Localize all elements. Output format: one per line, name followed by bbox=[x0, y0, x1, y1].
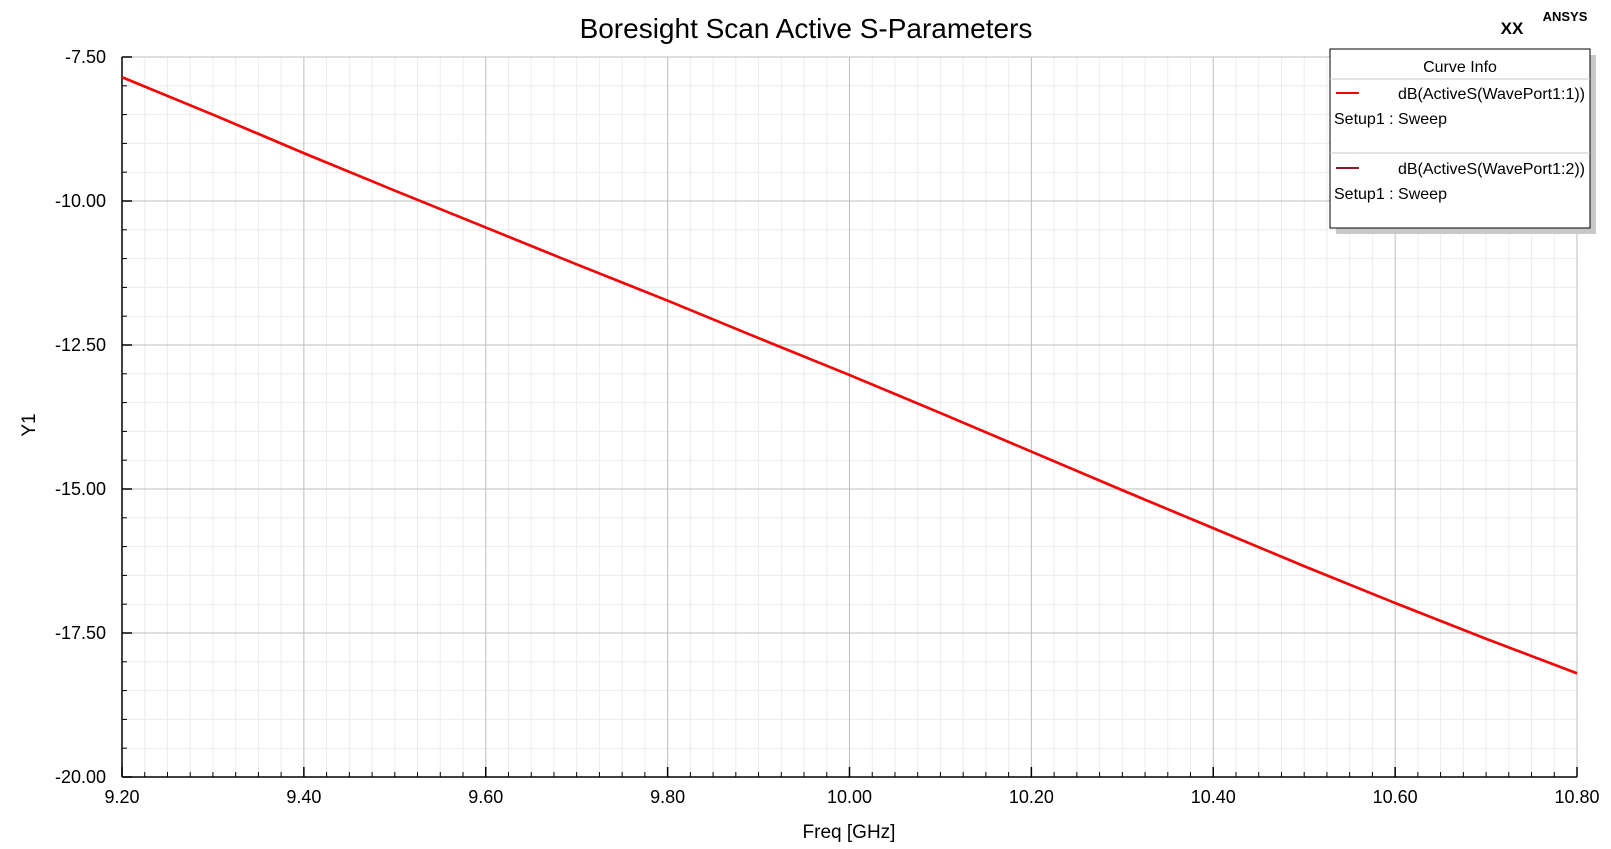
y-tick-label: -7.50 bbox=[65, 47, 106, 67]
legend-entry-1-label: dB(ActiveS(WavePort1:1)) bbox=[1398, 86, 1585, 103]
legend-entry-1-sublabel: Setup1 : Sweep bbox=[1334, 111, 1447, 128]
x-tick-label: 10.60 bbox=[1373, 787, 1418, 807]
y-tick-label: -20.00 bbox=[55, 767, 106, 787]
x-tick-label: 10.40 bbox=[1191, 787, 1236, 807]
watermark-label: XX bbox=[1501, 19, 1524, 38]
y-tick-label: -15.00 bbox=[55, 479, 106, 499]
legend-entry-2-sublabel: Setup1 : Sweep bbox=[1334, 186, 1447, 203]
x-tick-label: 9.60 bbox=[468, 787, 503, 807]
legend-title: Curve Info bbox=[1423, 59, 1497, 76]
chart-title: Boresight Scan Active S-Parameters bbox=[580, 13, 1033, 44]
y-tick-label: -17.50 bbox=[55, 623, 106, 643]
x-tick-label: 10.20 bbox=[1009, 787, 1054, 807]
x-tick-label: 9.80 bbox=[650, 787, 685, 807]
legend-entry-2-label: dB(ActiveS(WavePort1:2)) bbox=[1398, 161, 1585, 178]
x-tick-label: 10.80 bbox=[1554, 787, 1599, 807]
x-tick-label: 10.00 bbox=[827, 787, 872, 807]
y-axis-label: Y1 bbox=[19, 413, 40, 436]
brand-logo-text: ANSYS bbox=[1543, 9, 1588, 24]
series-line-1 bbox=[121, 76, 1578, 675]
y-tick-label: -12.50 bbox=[55, 335, 106, 355]
x-tick-label: 9.40 bbox=[286, 787, 321, 807]
legend-box[interactable]: Curve Info dB(ActiveS(WavePort1:1)) Setu… bbox=[1329, 48, 1596, 234]
x-axis-label: Freq [GHz] bbox=[803, 822, 896, 843]
x-tick-label: 9.20 bbox=[104, 787, 139, 807]
y-tick-label: -10.00 bbox=[55, 191, 106, 211]
